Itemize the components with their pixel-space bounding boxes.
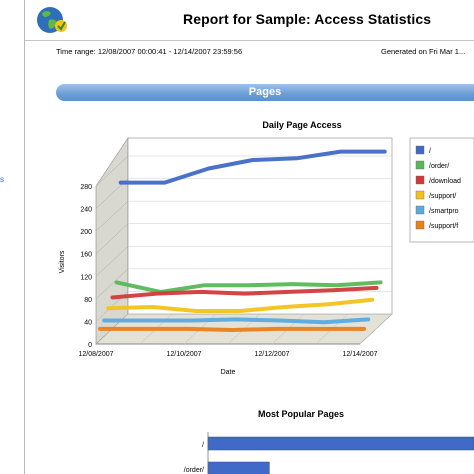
y-tick-label: 80	[84, 297, 92, 304]
y-tick-label: 160	[80, 252, 92, 259]
gridline-x	[359, 313, 393, 345]
y-tick-label: 240	[80, 207, 92, 214]
gridline-depth	[95, 178, 129, 209]
legend-swatch	[415, 220, 425, 230]
gridline-depth	[95, 313, 129, 345]
bar-category-label: /	[202, 442, 204, 449]
series-line	[98, 326, 367, 332]
x-tick-label: 12/08/2007	[78, 351, 113, 358]
legend-swatch	[415, 190, 425, 200]
chart-3d-frame	[95, 137, 393, 345]
y-tick-label: 280	[80, 184, 92, 191]
legend-label: /order/	[429, 163, 449, 170]
generated-on: Generated on Fri Mar 1...	[381, 47, 466, 56]
bar-chart-title: Most Popular Pages	[258, 409, 344, 419]
series-line	[114, 280, 383, 294]
chart-legend: / /order/ /download/support/ /smartpro/supp…	[415, 145, 461, 230]
report-header: Report for Sample: Access Statistics	[25, 0, 474, 41]
page-title: Report for Sample: Access Statistics	[183, 11, 432, 27]
time-range: Time range: 12/08/2007 00:00:41 - 12/14/…	[56, 47, 243, 56]
sidebar-link[interactable]: s	[0, 176, 4, 184]
y-tick-label: 200	[80, 229, 92, 236]
x-tick-label: 12/10/2007	[166, 351, 201, 358]
y-axis-label: Visitors	[59, 250, 66, 273]
gridline-x	[139, 313, 173, 345]
bar-chart: / /order/	[184, 432, 474, 474]
gridline-x	[95, 313, 129, 345]
legend-label: /support/	[429, 193, 456, 200]
legend-swatch	[415, 160, 425, 170]
gridline-depth	[95, 200, 129, 232]
y-tick-label: 120	[80, 274, 92, 281]
globe-logo-icon	[37, 7, 67, 33]
left-sidebar: s	[0, 0, 25, 474]
series-line	[102, 317, 371, 325]
x-tick-label: 12/12/2007	[254, 351, 289, 358]
legend-label: /smartpro	[429, 208, 459, 215]
gridline-x	[227, 313, 261, 345]
gridline-x	[183, 313, 217, 345]
gridline-depth	[95, 268, 129, 300]
gridline-x	[271, 313, 305, 345]
gridline-depth	[95, 246, 129, 277]
gridline-x	[315, 313, 349, 345]
chart-series	[98, 149, 387, 332]
bar	[207, 461, 270, 474]
series-line	[110, 285, 379, 300]
pages-section-bar: Pages	[56, 84, 474, 101]
gridline-depth	[95, 223, 129, 254]
section-title: Pages	[248, 86, 282, 98]
y-tick-label: 40	[84, 319, 92, 326]
legend-label: /download	[429, 178, 461, 185]
chart-title: Daily Page Access	[262, 120, 341, 130]
gridline-depth	[95, 155, 129, 187]
legend-swatch	[415, 145, 425, 155]
legend-box	[409, 137, 474, 243]
x-axis-ticks: 12/08/2007 12/10/2007 12/12/2007 12/14/2007	[78, 351, 377, 358]
legend-swatch	[415, 205, 425, 215]
series-line	[106, 297, 375, 313]
chart-gridlines	[95, 155, 393, 345]
bar	[207, 436, 474, 451]
series-line	[118, 149, 387, 185]
y-tick-label: 0	[88, 342, 92, 349]
x-axis-label: Date	[221, 369, 236, 376]
x-tick-label: 12/14/2007	[342, 351, 377, 358]
gridline-depth	[95, 291, 129, 322]
y-axis-ticks: 0 40 80 120 160 200 240 280	[80, 184, 92, 349]
legend-label: /	[429, 148, 431, 155]
legend-label: /support/f	[429, 223, 458, 230]
legend-swatch	[415, 175, 425, 185]
bar-category-label: /order/	[184, 467, 204, 474]
